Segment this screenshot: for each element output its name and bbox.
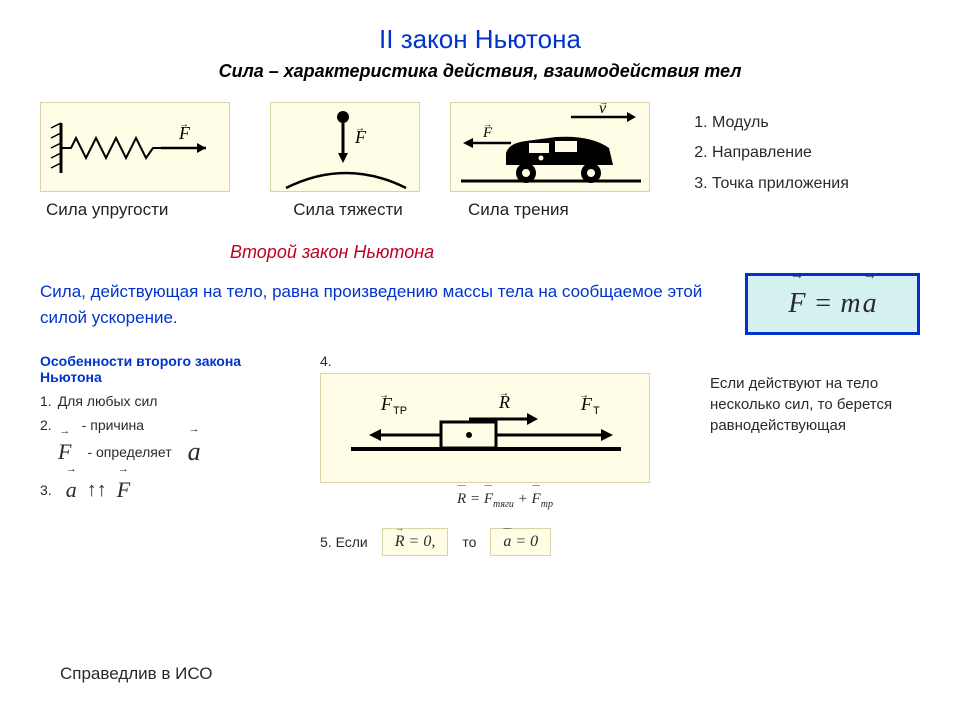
svg-text:ТР: ТР bbox=[393, 405, 407, 417]
definition-text: Сила, действующая на тело, равна произве… bbox=[40, 273, 745, 330]
formula-a: a bbox=[863, 288, 877, 320]
row5-box-a: —a = 0 bbox=[490, 528, 551, 556]
feature-3: 3. a ↑↑ F bbox=[40, 477, 300, 503]
svg-text:→: → bbox=[179, 119, 189, 130]
list-item: Модуль bbox=[712, 108, 920, 138]
section-heading: Второй закон Ньютона bbox=[230, 242, 960, 263]
formula-eq: = bbox=[813, 288, 832, 320]
page-subtitle: Сила – характеристика действия, взаимоде… bbox=[0, 61, 960, 82]
symbol-a: a bbox=[188, 437, 201, 467]
gravity-block: F → Сила тяжести bbox=[270, 102, 420, 220]
resultant-column: 4. F ТР → R → bbox=[320, 353, 690, 556]
resultant-panel: F ТР → R → F Т → bbox=[320, 373, 650, 483]
feature-2-cause: - причина bbox=[82, 417, 144, 433]
list-item: Направление bbox=[712, 138, 920, 168]
friction-label: Сила трения bbox=[450, 200, 650, 220]
resultant-formula: —R = —Fтяги + —Fтр bbox=[320, 491, 690, 510]
svg-text:→: → bbox=[379, 390, 389, 401]
svg-text:Т: Т bbox=[593, 405, 600, 417]
feature-1: 1.Для любых сил bbox=[40, 393, 300, 409]
svg-text:→: → bbox=[599, 103, 608, 107]
svg-text:→: → bbox=[579, 390, 589, 401]
svg-text:→: → bbox=[355, 123, 365, 134]
row5-mid: то bbox=[462, 534, 476, 550]
friction-block: v → F → Сила тре bbox=[450, 102, 650, 220]
svg-text:→: → bbox=[499, 388, 509, 399]
feature-1-text: Для любых сил bbox=[58, 393, 158, 409]
gravity-panel: F → bbox=[270, 102, 420, 192]
main-formula: F = ma bbox=[745, 273, 920, 335]
num-4: 4. bbox=[320, 353, 690, 369]
feature-2-defines: - определяет bbox=[87, 444, 171, 460]
formula-F: F bbox=[788, 288, 805, 320]
feature-2-line2: F - определяет a bbox=[40, 437, 300, 467]
row5-prefix: 5. Если bbox=[320, 534, 368, 550]
symbol-F3: F bbox=[117, 477, 130, 503]
page-title: II закон Ньютона bbox=[0, 0, 960, 55]
lower-row: Особенности второго закона Ньютона 1.Для… bbox=[0, 335, 960, 556]
definition-row: Сила, действующая на тело, равна произве… bbox=[0, 273, 960, 335]
friction-panel: v → F → bbox=[450, 102, 650, 192]
iso-note: Справедлив в ИСО bbox=[60, 664, 213, 684]
svg-text:→: → bbox=[483, 119, 492, 129]
row5-box-R: →R = 0, bbox=[382, 528, 449, 556]
features-column: Особенности второго закона Ньютона 1.Для… bbox=[40, 353, 300, 556]
spring-label: Сила упругости bbox=[40, 200, 230, 220]
list-item: Точка приложения bbox=[712, 169, 920, 199]
formula-m: m bbox=[840, 288, 860, 320]
symbol-F: F bbox=[58, 439, 71, 465]
feature-2-line1: 2. - причина bbox=[40, 417, 300, 433]
feature-5-row: 5. Если →R = 0, то —a = 0 bbox=[320, 528, 690, 556]
resultant-note: Если действуют на тело несколько сил, то… bbox=[710, 353, 920, 556]
symbol-a3: a bbox=[66, 477, 77, 503]
parallel-arrows: ↑↑ bbox=[87, 479, 107, 502]
spring-panel: F → bbox=[40, 102, 230, 192]
gravity-label: Сила тяжести bbox=[270, 200, 420, 220]
vector-properties-list: Модуль Направление Точка приложения bbox=[680, 102, 920, 199]
features-title: Особенности второго закона Ньютона bbox=[40, 353, 300, 385]
spring-block: F → Сила упругости bbox=[40, 102, 230, 220]
force-examples-row: F → Сила упругости F → Сила тяжести bbox=[0, 82, 960, 220]
